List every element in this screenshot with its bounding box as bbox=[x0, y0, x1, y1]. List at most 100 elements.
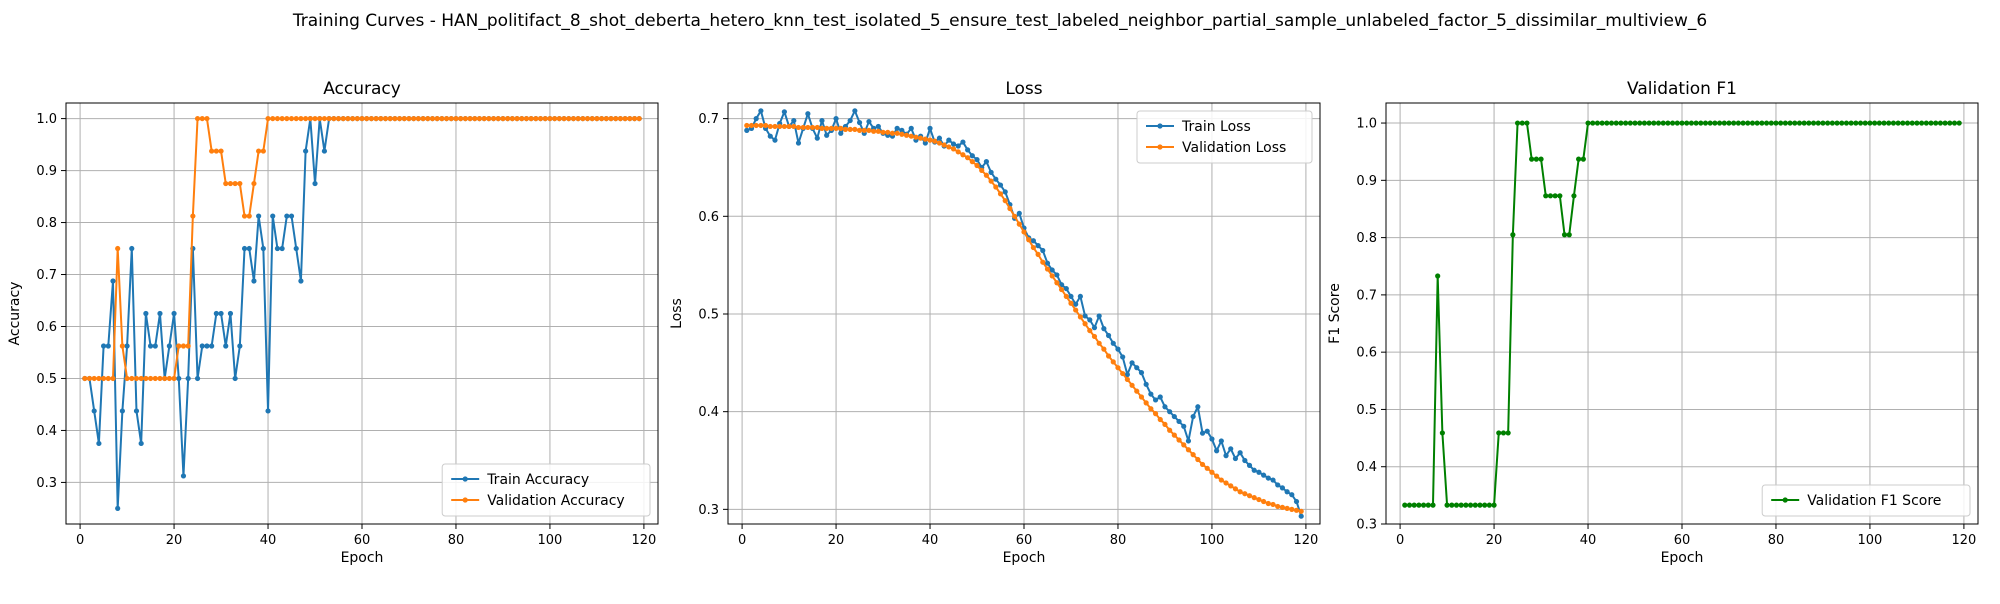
data-point bbox=[1623, 120, 1629, 126]
data-point bbox=[570, 115, 577, 122]
data-point bbox=[1806, 120, 1812, 126]
data-point bbox=[1195, 456, 1201, 463]
data-point bbox=[1228, 483, 1234, 489]
data-point bbox=[1026, 237, 1032, 243]
data-point bbox=[1162, 404, 1168, 410]
data-point bbox=[1890, 120, 1897, 126]
data-point bbox=[166, 375, 172, 382]
data-point bbox=[1275, 482, 1281, 488]
y-tick-label: 0.4 bbox=[36, 424, 57, 439]
data-point bbox=[303, 148, 309, 154]
data-point bbox=[124, 343, 130, 349]
data-point bbox=[1105, 332, 1112, 339]
data-point bbox=[1167, 409, 1173, 415]
data-point bbox=[927, 137, 933, 143]
data-point bbox=[941, 142, 947, 148]
x-tick-label: 60 bbox=[1016, 533, 1033, 548]
data-point bbox=[622, 115, 628, 122]
data-point bbox=[143, 375, 149, 382]
data-point bbox=[1510, 232, 1516, 238]
data-point bbox=[856, 119, 863, 126]
data-point bbox=[284, 213, 290, 219]
legend-marker bbox=[462, 476, 468, 482]
data-point bbox=[927, 125, 933, 131]
data-point bbox=[547, 115, 553, 122]
data-point bbox=[1839, 120, 1845, 126]
x-tick-label: 80 bbox=[448, 533, 465, 548]
data-point bbox=[1223, 453, 1229, 459]
data-point bbox=[1740, 120, 1746, 126]
data-point bbox=[1547, 193, 1554, 199]
y-tick-label: 0.6 bbox=[1356, 346, 1377, 361]
data-point bbox=[96, 375, 102, 382]
data-point bbox=[828, 125, 834, 131]
chart-title: Validation F1 bbox=[1627, 79, 1737, 99]
data-point bbox=[1199, 461, 1206, 468]
data-point bbox=[1947, 120, 1953, 126]
data-point bbox=[1195, 404, 1201, 410]
data-point bbox=[176, 343, 182, 349]
data-point bbox=[899, 127, 905, 133]
data-point bbox=[795, 140, 802, 146]
data-point bbox=[1665, 120, 1671, 126]
data-point bbox=[105, 375, 111, 382]
data-point bbox=[453, 115, 459, 122]
data-point bbox=[852, 126, 858, 132]
data-point bbox=[1157, 394, 1163, 400]
data-point bbox=[1199, 430, 1206, 436]
data-point bbox=[974, 162, 980, 169]
x-tick-label: 20 bbox=[1486, 533, 1503, 548]
data-point bbox=[303, 115, 309, 122]
data-point bbox=[1185, 438, 1192, 444]
data-point bbox=[1928, 120, 1934, 126]
data-point bbox=[1909, 120, 1915, 126]
data-point bbox=[974, 157, 980, 163]
data-point bbox=[1660, 120, 1666, 126]
data-point bbox=[1674, 120, 1680, 126]
data-point bbox=[420, 115, 426, 122]
data-point bbox=[143, 310, 149, 317]
y-tick-label: 0.7 bbox=[36, 268, 57, 283]
data-point bbox=[392, 115, 398, 122]
data-point bbox=[875, 128, 881, 134]
data-point bbox=[1768, 120, 1774, 126]
data-point bbox=[1016, 210, 1022, 216]
data-point bbox=[1627, 120, 1633, 126]
data-point bbox=[293, 115, 299, 122]
data-point bbox=[1552, 193, 1558, 199]
data-point bbox=[617, 115, 624, 122]
data-point bbox=[1063, 293, 1069, 300]
data-point bbox=[1016, 221, 1022, 227]
data-point bbox=[1284, 489, 1290, 495]
data-point bbox=[753, 122, 759, 129]
chart-panel-accuracy: 0 20 40 60 80 100 120 0.3 0.4 0.5 0.6 0.7 0.8 0.9 1.0 A… bbox=[7, 79, 659, 566]
data-point bbox=[1120, 354, 1126, 360]
data-point bbox=[899, 131, 905, 137]
y-tick-label: 0.3 bbox=[1356, 518, 1377, 533]
data-point bbox=[519, 115, 525, 122]
data-point bbox=[599, 115, 605, 122]
data-point bbox=[321, 115, 328, 122]
data-point bbox=[458, 115, 464, 122]
data-point bbox=[1082, 321, 1088, 327]
data-point bbox=[147, 343, 154, 349]
data-point bbox=[1712, 120, 1718, 126]
y-tick-label: 0.5 bbox=[1356, 403, 1377, 418]
data-point bbox=[1124, 376, 1130, 383]
data-point bbox=[814, 135, 820, 141]
data-point bbox=[889, 130, 896, 136]
data-point bbox=[495, 115, 501, 122]
data-point bbox=[833, 116, 839, 122]
data-point bbox=[378, 115, 384, 122]
data-point bbox=[1077, 314, 1083, 320]
figure-suptitle: Training Curves - HAN_politifact_8_shot_… bbox=[292, 11, 1707, 31]
data-point bbox=[115, 505, 121, 512]
data-point bbox=[1138, 394, 1145, 400]
data-point bbox=[209, 343, 215, 349]
data-point bbox=[847, 126, 853, 132]
data-point bbox=[1561, 232, 1568, 238]
data-point bbox=[1181, 442, 1187, 448]
data-point bbox=[218, 148, 224, 154]
data-point bbox=[791, 123, 797, 130]
data-point bbox=[396, 115, 403, 122]
